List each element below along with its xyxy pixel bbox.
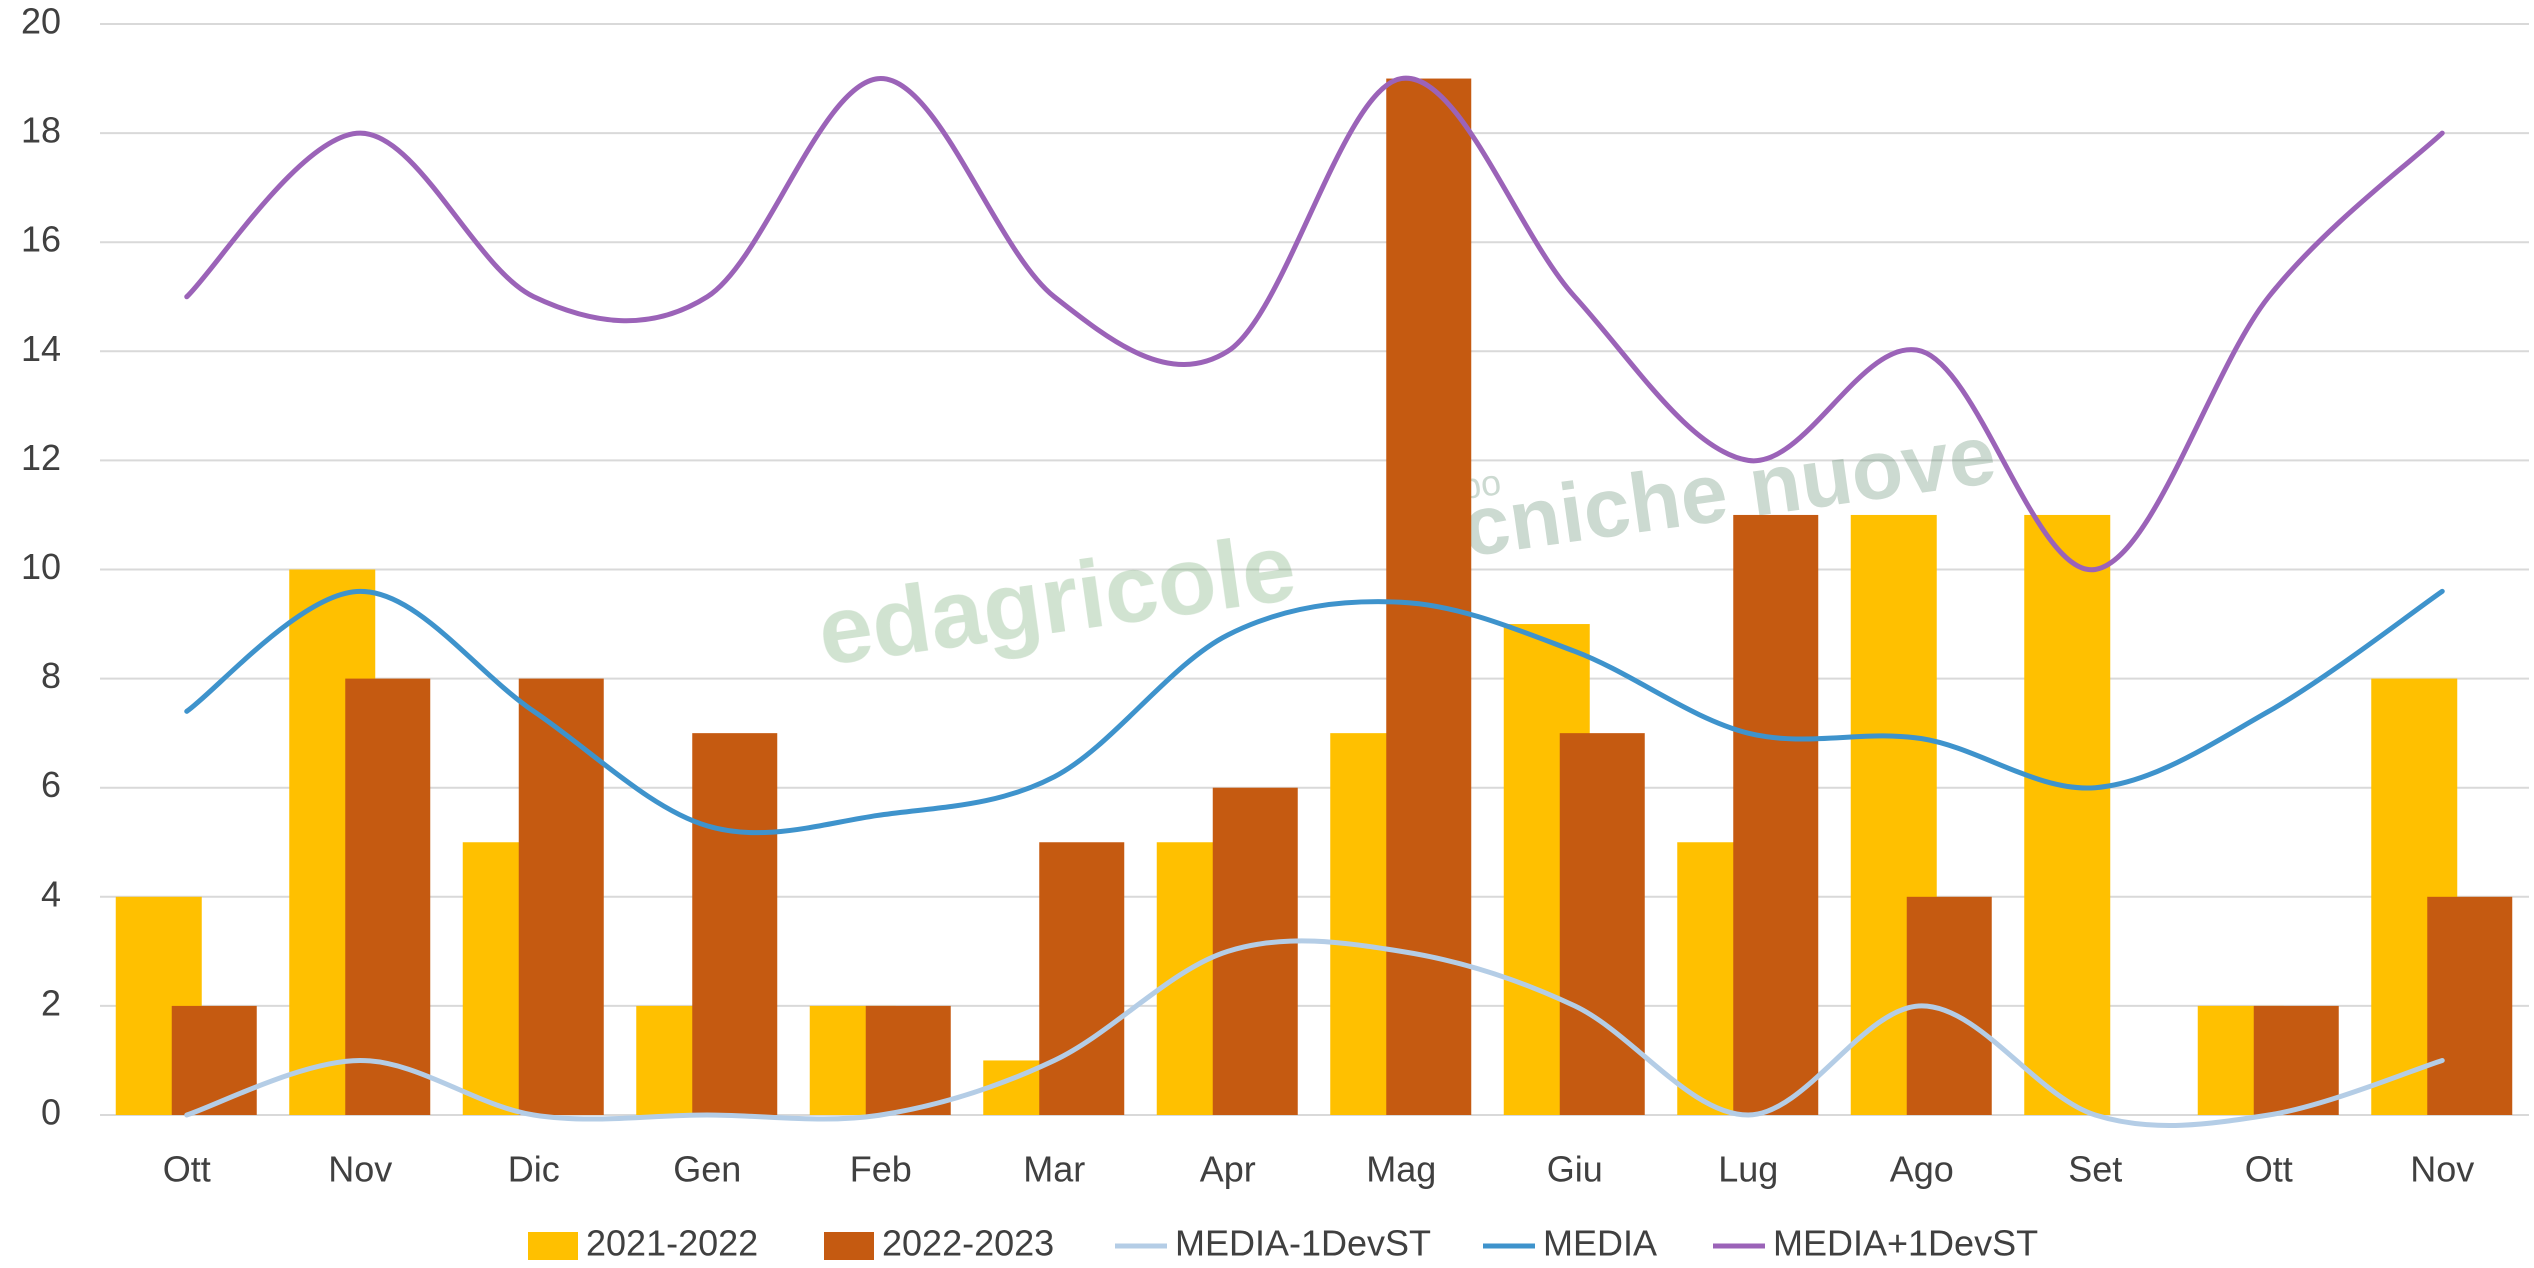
x-tick-label: Ott	[2245, 1149, 2293, 1190]
y-tick-label: 10	[21, 546, 61, 587]
y-tick-label: 16	[21, 219, 61, 260]
y-tick-label: 20	[21, 1, 61, 42]
x-tick-label: Mar	[1023, 1149, 1085, 1190]
bar	[2427, 896, 2513, 1115]
x-tick-label: Giu	[1547, 1149, 1603, 1190]
x-tick-label: Ago	[1890, 1149, 1954, 1190]
line	[184, 938, 2445, 1128]
legend-label: 2022-2023	[882, 1223, 1054, 1264]
x-tick-label: Lug	[1718, 1149, 1778, 1190]
x-tick-label: Gen	[673, 1149, 741, 1190]
legend-label: 2021-2022	[586, 1223, 758, 1264]
x-tick-label: Feb	[850, 1149, 912, 1190]
bar	[865, 1005, 951, 1115]
x-tick-label: Nov	[2410, 1149, 2474, 1190]
y-tick-label: 14	[21, 328, 61, 369]
y-tick-label: 12	[21, 437, 61, 478]
bar	[518, 678, 604, 1115]
x-tick-label: Ott	[163, 1149, 211, 1190]
x-tick-label: Apr	[1200, 1149, 1256, 1190]
legend-swatch	[824, 1232, 874, 1260]
y-tick-label: 2	[41, 982, 61, 1023]
bar	[1386, 78, 1472, 1115]
bar	[1733, 514, 1819, 1115]
x-tick-label: Set	[2068, 1149, 2122, 1190]
bar	[2253, 1005, 2339, 1115]
y-tick-label: 6	[41, 764, 61, 805]
line	[184, 588, 2445, 836]
y-tick-label: 8	[41, 655, 61, 696]
legend-label: MEDIA-1DevST	[1175, 1223, 1431, 1264]
y-tick-label: 4	[41, 873, 61, 914]
y-tick-label: 0	[41, 1092, 61, 1133]
legend-label: MEDIA+1DevST	[1773, 1223, 2038, 1264]
bar	[171, 1005, 257, 1115]
x-tick-label: Dic	[508, 1149, 560, 1190]
line	[184, 76, 2445, 573]
legend-swatch	[528, 1232, 578, 1260]
bar	[1559, 733, 1645, 1115]
x-tick-label: Mag	[1366, 1149, 1436, 1190]
x-tick-label: Nov	[328, 1149, 392, 1190]
bar	[692, 733, 778, 1115]
y-tick-label: 18	[21, 110, 61, 151]
legend-label: MEDIA	[1543, 1223, 1657, 1264]
bar	[2024, 514, 2111, 1115]
watermark-text: edagricole	[812, 513, 1302, 686]
bar	[345, 678, 431, 1115]
bar	[1039, 842, 1125, 1115]
